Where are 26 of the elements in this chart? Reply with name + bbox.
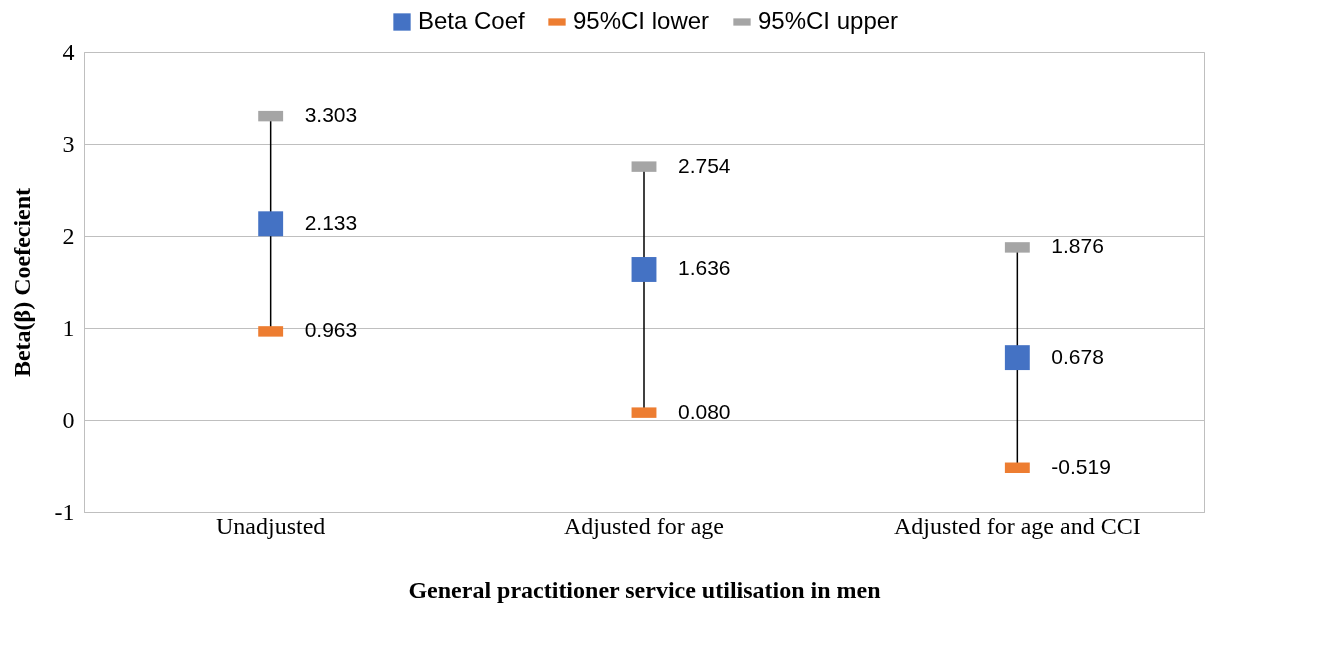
legend-label: Beta Coef (418, 7, 526, 34)
point (1004, 345, 1030, 371)
data-label: 0.080 (678, 399, 731, 423)
data-label: 1.876 (1051, 234, 1104, 258)
x-tick-label: Adjusted for age (564, 512, 724, 539)
data-label: 2.133 (304, 210, 358, 234)
y-tick-label: -1 (54, 498, 75, 525)
data-label: 2.754 (678, 153, 731, 177)
point (258, 211, 284, 237)
legend-label: 95%CI upper (758, 7, 899, 34)
data-label: 0.678 (1051, 344, 1104, 368)
x-axis-title: General practitioner service utilisation in men (408, 576, 881, 603)
data-label: 0.963 (304, 318, 358, 342)
legend-label: 95%CI lower (573, 7, 710, 34)
y-tick-label: 1 (62, 314, 75, 341)
data-label: 1.636 (678, 256, 731, 280)
x-tick-label: Unadjusted (216, 512, 326, 539)
y-tick-label: 0 (62, 406, 75, 433)
x-tick-label: Adjusted for age and CCI (894, 512, 1141, 539)
point (631, 257, 657, 282)
y-axis-title: Beta(β) Coefecient (8, 187, 35, 378)
y-tick-label: 3 (62, 130, 75, 157)
y-tick-label: 4 (62, 38, 75, 65)
y-tick-label: 2 (62, 222, 75, 249)
data-label: 3.303 (304, 103, 358, 127)
data-label: -0.519 (1051, 454, 1111, 478)
